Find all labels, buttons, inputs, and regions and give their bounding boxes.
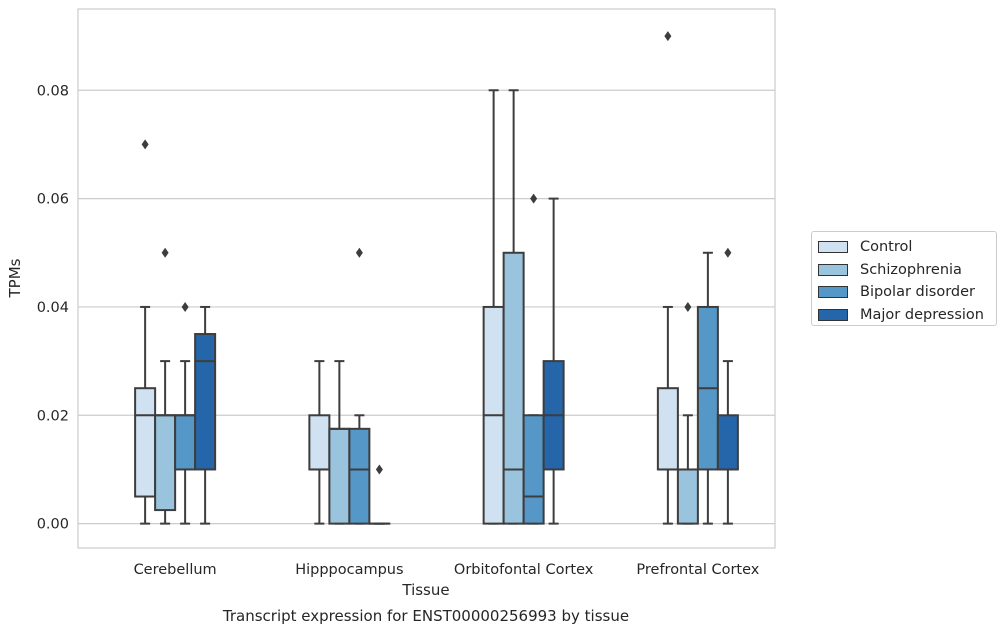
x-tick-labels: Cerebellum Hipppocampus Orbitofontal Corte… xyxy=(134,562,760,578)
legend-swatch xyxy=(818,308,848,321)
iqr-box xyxy=(154,414,177,512)
box-bipolar-disorder xyxy=(696,251,719,525)
y-tick-label: 0.04 xyxy=(37,300,69,316)
legend-label: Schizophrenia xyxy=(860,261,962,278)
legend-item-major-depression: Major depression xyxy=(818,304,996,327)
outlier-point xyxy=(181,301,189,312)
legend-label: Control xyxy=(860,239,913,256)
iqr-box xyxy=(134,387,157,498)
x-axis-label: Tissue xyxy=(401,581,449,599)
iqr-box xyxy=(328,427,351,525)
box-control xyxy=(482,89,505,525)
outlier-point xyxy=(684,301,692,312)
x-tick-label: Prefrontal Cortex xyxy=(636,562,759,578)
legend-swatch xyxy=(818,286,848,299)
iqr-box xyxy=(502,251,525,525)
y-tick-label: 0.00 xyxy=(37,517,69,533)
box-major-depression xyxy=(194,305,217,525)
x-tick-label: Hipppocampus xyxy=(295,562,403,578)
legend-label: Bipolar disorder xyxy=(860,284,975,301)
outlier-point xyxy=(375,464,383,475)
x-tick-label: Cerebellum xyxy=(134,562,217,578)
box-control xyxy=(308,360,331,525)
iqr-box xyxy=(174,414,197,471)
box-bipolar-disorder xyxy=(348,247,371,525)
box-plots xyxy=(134,31,739,525)
iqr-box xyxy=(522,414,545,525)
y-tick-label: 0.06 xyxy=(37,192,69,208)
outlier-point xyxy=(161,247,169,258)
legend-item-control: Control xyxy=(818,236,996,259)
x-tick-label: Orbitofontal Cortex xyxy=(454,562,594,578)
y-axis-label: TPMs xyxy=(6,258,24,298)
box-schizophrenia xyxy=(328,360,351,525)
iqr-box xyxy=(348,427,371,525)
iqr-box xyxy=(308,414,331,471)
legend-swatch xyxy=(818,241,848,254)
y-tick-label: 0.02 xyxy=(37,408,69,424)
box-major-depression xyxy=(542,197,565,525)
iqr-box xyxy=(716,414,739,471)
figure-caption: Transcript expression for ENST0000025699… xyxy=(222,607,630,625)
outlier-point xyxy=(664,31,672,42)
iqr-box xyxy=(194,333,217,471)
box-schizophrenia xyxy=(676,301,699,525)
box-control xyxy=(656,31,679,525)
plot-frame xyxy=(77,8,776,549)
legend-item-schizophrenia: Schizophrenia xyxy=(818,259,996,282)
outlier-point xyxy=(141,139,149,150)
y-tick-labels: 0.00 0.02 0.04 0.06 0.08 xyxy=(37,83,69,532)
box-schizophrenia xyxy=(502,89,525,525)
box-control xyxy=(134,139,157,525)
box-major-depression xyxy=(368,464,391,525)
y-tick-label: 0.08 xyxy=(37,83,69,99)
legend-swatch xyxy=(818,263,848,276)
box-major-depression xyxy=(716,247,739,525)
legend-label: Major depression xyxy=(860,306,984,323)
box-schizophrenia xyxy=(154,247,177,525)
box-bipolar-disorder xyxy=(522,193,545,525)
outlier-point xyxy=(355,247,363,258)
iqr-box xyxy=(656,387,679,471)
outlier-point xyxy=(724,247,732,258)
legend: Control Schizophrenia Bipolar disorder M… xyxy=(811,231,997,326)
iqr-box xyxy=(676,468,699,525)
box-bipolar-disorder xyxy=(174,301,197,525)
outlier-point xyxy=(530,193,538,204)
legend-item-bipolar-disorder: Bipolar disorder xyxy=(818,281,996,304)
